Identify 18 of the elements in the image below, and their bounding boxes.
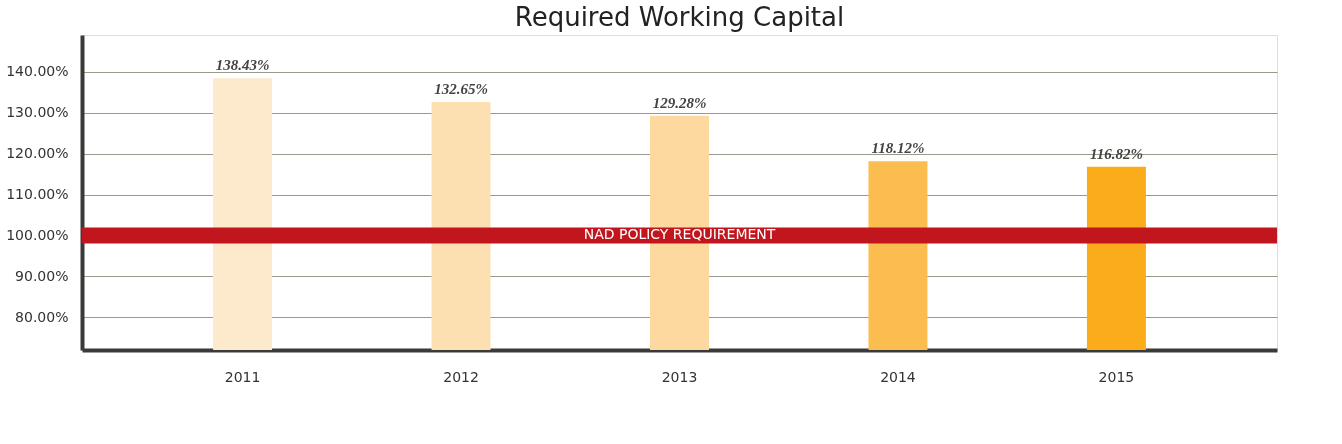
x-tick-label: 2013: [661, 368, 698, 385]
y-tick-label: 100.00%: [6, 226, 69, 243]
x-tick-label: 2011: [224, 368, 261, 385]
data-label: 138.43%: [215, 57, 270, 74]
x-tick-label: 2015: [1098, 368, 1135, 385]
data-label: 118.12%: [871, 140, 925, 157]
y-tick-label: 80.00%: [15, 308, 69, 325]
data-label: 132.65%: [434, 80, 488, 97]
y-tick-label: 110.00%: [6, 186, 69, 203]
ref-line-label: NAD POLICY REQUIREMENT: [583, 226, 776, 243]
y-tick-label: 120.00%: [6, 145, 69, 162]
x-tick-label: 2012: [443, 368, 479, 385]
y-tick-label: 130.00%: [6, 104, 69, 121]
y-tick-label: 90.00%: [15, 267, 69, 284]
data-label: 129.28%: [652, 94, 707, 111]
x-tick-label: 2014: [880, 368, 916, 385]
chart-title: Required Working Capital: [514, 2, 845, 32]
y-tick-label: 140.00%: [6, 63, 69, 80]
